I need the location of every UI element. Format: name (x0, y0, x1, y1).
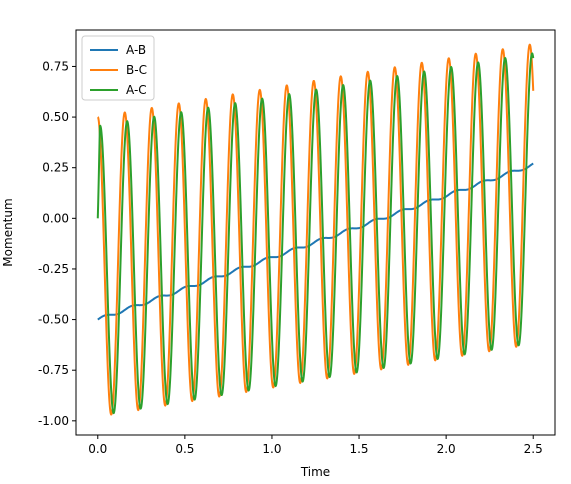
y-tick-label: 0.25 (42, 161, 69, 175)
legend-label-a-b: A-B (126, 43, 146, 57)
plot-content (96, 43, 535, 416)
legend-box (81, 35, 155, 101)
y-tick-label: 0.50 (42, 110, 69, 124)
y-tick-label: -0.25 (38, 262, 69, 276)
x-axis-label: Time (300, 465, 330, 479)
legend-label-a-c: A-C (126, 83, 147, 97)
y-tick-label: -0.50 (38, 313, 69, 327)
y-tick-label: 0.75 (42, 59, 69, 73)
x-tick-label: 1.5 (349, 442, 368, 456)
axes-frame (75, 29, 556, 436)
series-line-a-c (96, 52, 535, 415)
y-tick-label: -1.00 (38, 414, 69, 428)
series-line-b-c (97, 43, 535, 416)
x-tick-label: 0.5 (175, 442, 194, 456)
x-tick-label: 1.0 (262, 442, 281, 456)
y-axis: -1.00 -0.75 -0.50 -0.25 0.00 0.25 0.50 0.75 (38, 59, 76, 428)
x-axis: 0.0 0.5 1.0 1.5 2.0 2.5 (88, 435, 543, 456)
x-tick-label: 2.5 (524, 442, 543, 456)
y-tick-label: -0.75 (38, 363, 69, 377)
x-tick-label: 0.0 (88, 442, 107, 456)
y-axis-label: Momentum (1, 198, 15, 266)
legend: A-B B-C A-C (81, 35, 155, 101)
x-tick-label: 2.0 (437, 442, 456, 456)
legend-label-b-c: B-C (126, 63, 147, 77)
y-tick-label: 0.00 (42, 211, 69, 225)
